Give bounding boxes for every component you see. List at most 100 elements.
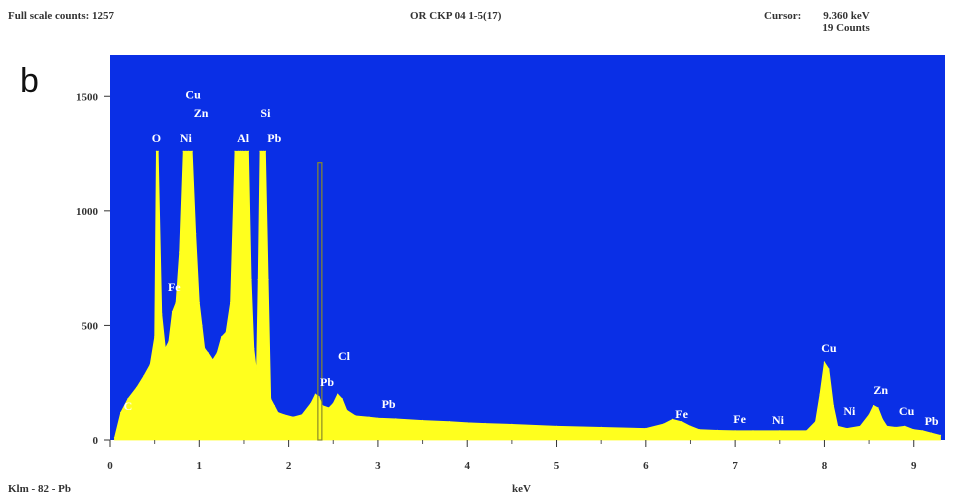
- spectrum-point: [823, 361, 826, 363]
- peak-label: Cu: [899, 404, 915, 418]
- spectrum-point: [283, 414, 285, 416]
- spectrum-point: [241, 150, 243, 152]
- spectrum-point: [837, 425, 839, 427]
- peak-label: Pb: [382, 397, 396, 411]
- spectrum-point: [931, 432, 933, 434]
- spectrum-point: [779, 430, 781, 432]
- spectrum-point: [310, 402, 312, 404]
- spectrum-point: [663, 423, 665, 425]
- spectrum-point: [422, 419, 424, 422]
- spectrum-point: [149, 363, 151, 365]
- spectrum-point: [600, 426, 602, 428]
- spectrum-point: [484, 422, 486, 425]
- x-tick-label: 6: [643, 460, 649, 472]
- spectrum-point: [175, 301, 177, 304]
- spectrum-point: [681, 421, 683, 423]
- x-tick-label: 8: [822, 460, 828, 472]
- peak-label: Si: [260, 106, 271, 120]
- spectrum-point: [255, 370, 258, 372]
- spectrum-point: [263, 150, 265, 152]
- peak-label: O: [152, 131, 161, 145]
- spectrum-point: [346, 409, 348, 411]
- peak-label: Ni: [180, 131, 193, 145]
- spectrum-point: [201, 324, 203, 326]
- cursor-readout: Cursor: 9.360 keV 19 Counts: [764, 10, 870, 34]
- spectrum-point: [238, 150, 240, 152]
- spectrum-point: [143, 375, 145, 377]
- spectrum-point: [895, 426, 897, 428]
- spectrum-point: [179, 251, 181, 253]
- spectrum-point: [239, 150, 241, 152]
- spectrum-point: [127, 398, 129, 400]
- sample-id: OR CKP 04 1-5(17): [410, 10, 502, 22]
- spectrum-point: [698, 429, 701, 431]
- spectrum-point: [828, 368, 830, 370]
- x-tick-label: 7: [732, 460, 738, 472]
- y-tick-label: 0: [93, 435, 99, 447]
- cursor-label: Cursor:: [764, 10, 802, 22]
- element-marker-info: Klm - 82 - Pb: [8, 483, 71, 495]
- cursor-marker-group: [317, 162, 323, 441]
- x-tick-label: 3: [375, 460, 381, 472]
- spectrum-point: [136, 386, 138, 388]
- spectrum-point: [904, 425, 906, 427]
- spectrum-point: [511, 423, 513, 425]
- cursor-kev: 9.360 keV: [823, 10, 870, 22]
- spectrum-point: [341, 398, 343, 400]
- spectrum-point: [257, 279, 259, 281]
- spectrum-point: [377, 417, 379, 419]
- spectrum-point: [877, 407, 879, 409]
- peak-label: C: [124, 399, 133, 413]
- spectrum-point: [185, 150, 187, 152]
- x-tick-label: 2: [286, 460, 292, 472]
- spectrum-point: [332, 402, 334, 404]
- spectrum-point: [253, 347, 255, 349]
- spectrum-point: [832, 405, 835, 407]
- spectrum-point: [245, 150, 247, 152]
- spectrum-point: [328, 407, 330, 409]
- spectrum-point: [913, 429, 915, 431]
- spectrum-point: [859, 425, 861, 427]
- spectrum-point: [873, 405, 875, 407]
- spectrum-point: [168, 340, 170, 343]
- peak-label: Fe: [168, 280, 181, 294]
- spectrum-point: [195, 233, 197, 235]
- full-scale-counts: Full scale counts: 1257: [8, 10, 115, 22]
- spectrum-point: [234, 150, 236, 152]
- peak-label: Pb: [925, 414, 939, 428]
- spectrum-point: [259, 150, 261, 152]
- spectrum-point: [216, 352, 218, 354]
- panel-label: b: [20, 62, 39, 100]
- spectrum-point: [261, 150, 263, 152]
- spectrum-point: [734, 430, 736, 432]
- spectrum-point: [846, 427, 848, 430]
- spectrum-point: [806, 430, 808, 432]
- spectrum-point: [292, 416, 294, 418]
- x-tick-label: 5: [554, 460, 560, 472]
- spectrum-point: [247, 150, 249, 152]
- x-tick-label: 1: [197, 460, 203, 472]
- y-tick-label: 500: [82, 320, 99, 332]
- spectrum-point: [198, 301, 200, 304]
- spectrum-point: [355, 415, 357, 417]
- spectrum-point: [314, 393, 316, 395]
- cursor-counts: 19 Counts: [822, 22, 870, 34]
- y-tick-label: 1000: [76, 206, 99, 218]
- spectrum-point: [161, 313, 163, 315]
- x-tick-label: 9: [911, 460, 917, 472]
- spectrum-point: [264, 150, 266, 152]
- spectrum-series-group: [113, 150, 942, 441]
- spectrum-point: [301, 414, 303, 416]
- spectrum-point: [922, 430, 924, 432]
- spectrum-point: [221, 336, 223, 338]
- peak-label: Fe: [733, 412, 746, 426]
- spectrum-point: [395, 418, 397, 420]
- spectrum-point: [277, 411, 279, 414]
- spectrum-point: [752, 430, 754, 432]
- spectrum-point: [886, 425, 888, 427]
- peak-label: Cu: [185, 88, 201, 102]
- spectrum-point: [212, 359, 214, 361]
- spectrum-point: [155, 150, 157, 152]
